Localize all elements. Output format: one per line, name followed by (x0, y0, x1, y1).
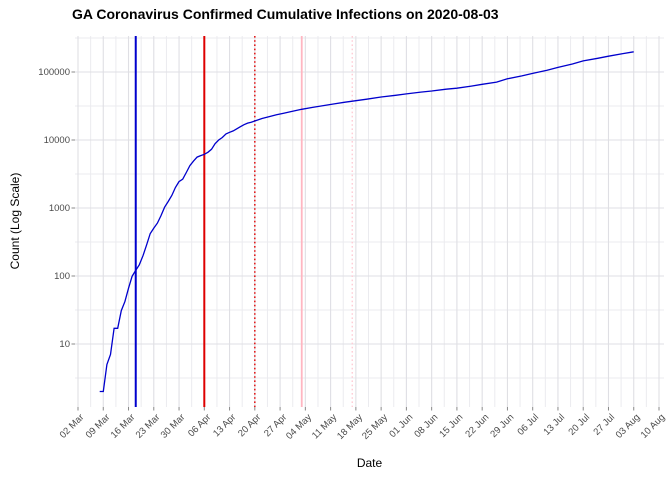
x-tick-label: 18 May (334, 412, 365, 442)
x-tick-label: 04 May (284, 412, 315, 442)
y-tick-label: 10000 (43, 134, 70, 146)
x-tick-label: 09 Mar (83, 412, 113, 441)
y-tick-label: 1000 (48, 202, 70, 214)
infection-curve (99, 51, 634, 393)
y-tick-label: 100000 (38, 66, 70, 78)
x-tick-label: 30 Mar (159, 412, 188, 441)
x-tick-label: 02 Mar (58, 412, 87, 441)
x-tick-label: 08 Jun (412, 412, 441, 440)
x-tick-label: 29 Jun (488, 412, 517, 440)
x-tick-label: 15 Jun (437, 412, 466, 440)
x-tick-label: 03 Aug (613, 412, 643, 441)
x-axis-title: Date (356, 456, 383, 470)
x-tick-label: 16 Mar (108, 412, 138, 441)
x-tick-label: 11 May (310, 412, 340, 442)
x-tick-label: 20 Apr (236, 412, 264, 440)
x-tick-label: 06 Jul (515, 412, 542, 438)
y-tick-label: 10 (59, 338, 70, 350)
x-tick-label: 20 Jul (566, 412, 592, 438)
x-tick-label: 13 Apr (211, 412, 239, 440)
plot-panel (75, 36, 664, 407)
chart-title: GA Coronavirus Confirmed Cumulative Infe… (72, 6, 499, 22)
x-tick-label: 25 May (360, 412, 390, 442)
x-tick-label: 13 Jul (541, 412, 567, 438)
x-tick-label: 10 Aug (639, 412, 668, 441)
x-tick-label: 01 Jun (387, 412, 416, 440)
x-tick-label: 22 Jun (462, 412, 491, 440)
x-tick-label: 06 Apr (185, 412, 214, 440)
x-tick-label: 27 Jul (591, 412, 618, 438)
y-tick-label: 100 (54, 270, 70, 282)
x-tick-label: 23 Mar (133, 412, 163, 441)
